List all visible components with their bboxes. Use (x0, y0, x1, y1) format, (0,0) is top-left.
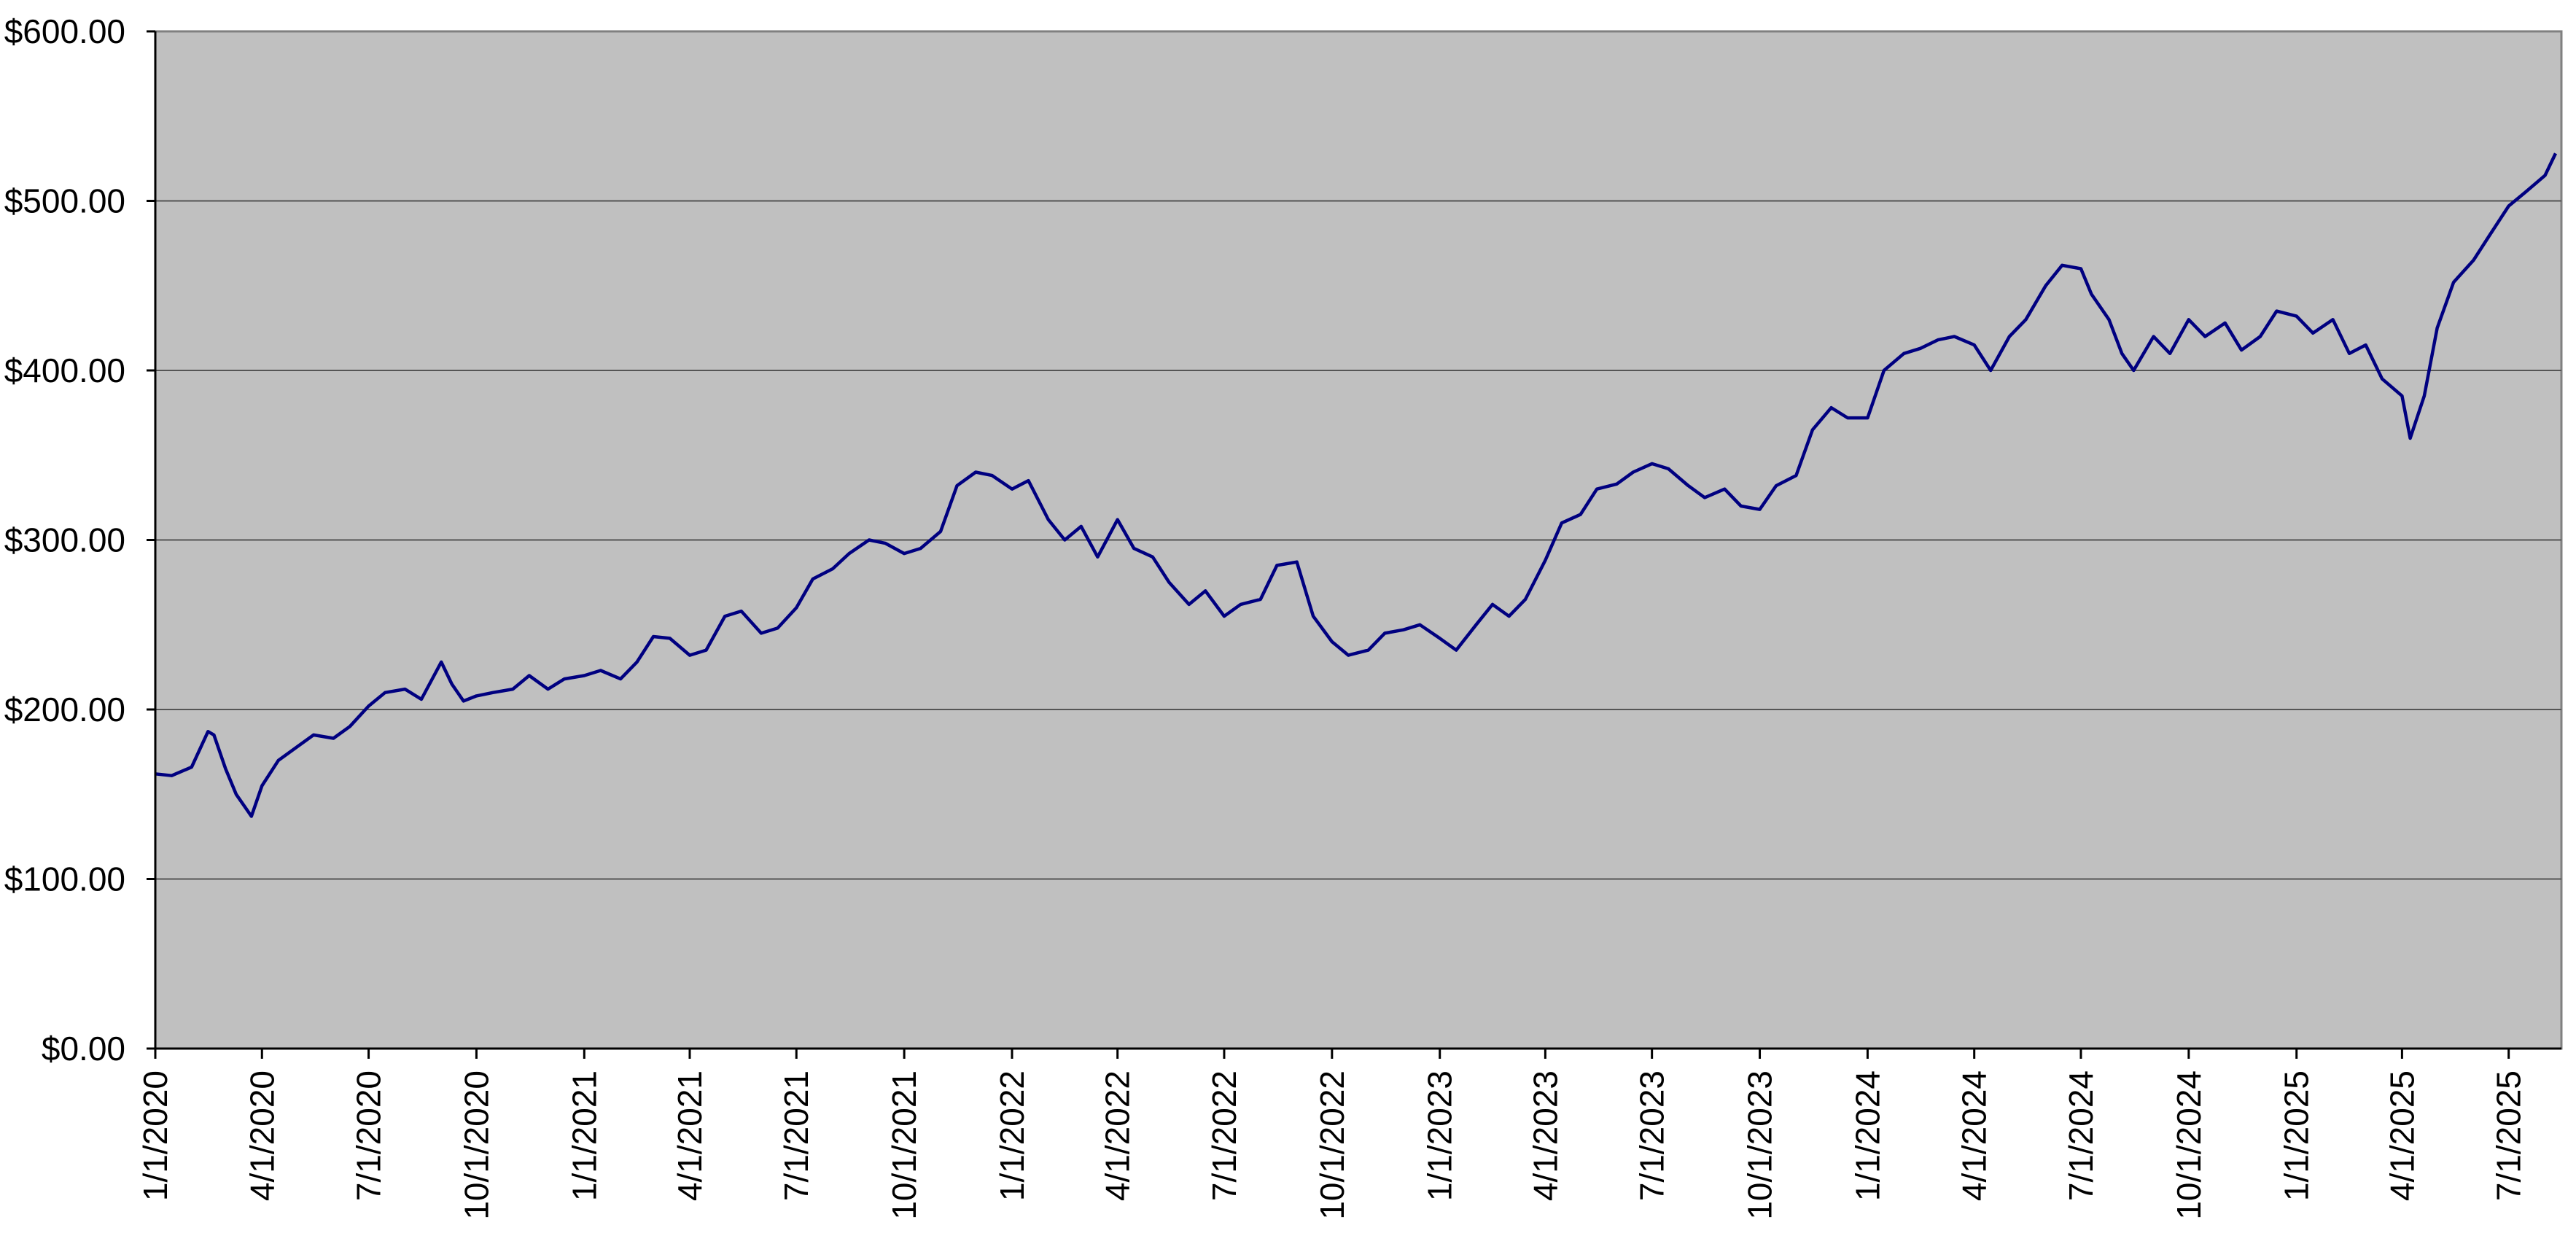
x-tick-label: 7/1/2021 (777, 1070, 815, 1201)
y-tick-label: $0.00 (42, 1030, 125, 1068)
x-tick-label: 10/1/2021 (885, 1070, 923, 1220)
x-tick-label: 10/1/2022 (1313, 1070, 1351, 1220)
x-tick-label: 4/1/2020 (243, 1070, 281, 1201)
x-tick-label: 10/1/2020 (457, 1070, 495, 1220)
gridlines (155, 200, 2561, 880)
series-layer (155, 152, 2558, 818)
x-tick-label: 4/1/2024 (1956, 1070, 1993, 1201)
x-tick-label: 7/1/2025 (2490, 1070, 2528, 1201)
x-tick-label: 7/1/2022 (1205, 1070, 1243, 1201)
y-tick-label: $300.00 (4, 521, 125, 559)
y-tick-labels: $0.00 $100.00 $200.00 $300.00 $400.00 $500.00… (4, 12, 125, 1068)
x-tick-label: 1/1/2025 (2278, 1070, 2316, 1201)
x-tick-label: 1/1/2020 (136, 1070, 174, 1201)
x-tick-label: 7/1/2024 (2062, 1070, 2100, 1201)
x-tick-label: 1/1/2024 (1848, 1070, 1886, 1201)
x-tick-label: 7/1/2023 (1633, 1070, 1671, 1201)
x-tick-label: 4/1/2023 (1526, 1070, 1564, 1201)
y-tick-label: $100.00 (4, 860, 125, 898)
x-tick-label: 10/1/2023 (1741, 1070, 1779, 1220)
y-tick-label: $600.00 (4, 12, 125, 50)
x-tick-label: 4/1/2022 (1099, 1070, 1137, 1201)
x-tick-label: 4/1/2025 (2383, 1070, 2421, 1201)
x-tick-label: 4/1/2021 (671, 1070, 709, 1201)
y-tick-label: $200.00 (4, 691, 125, 728)
x-tick-label: 10/1/2024 (2170, 1070, 2208, 1220)
x-tick-label: 7/1/2020 (350, 1070, 388, 1201)
price-series-line (155, 152, 2558, 818)
x-tick-label: 1/1/2023 (1421, 1070, 1459, 1201)
axes (147, 30, 2561, 1059)
x-tick-label: 1/1/2022 (993, 1070, 1031, 1201)
x-tick-label: 1/1/2021 (565, 1070, 603, 1201)
y-tick-label: $500.00 (4, 182, 125, 220)
y-tick-label: $400.00 (4, 351, 125, 389)
x-tick-labels: 1/1/2020 4/1/2020 7/1/2020 10/1/2020 1/1/202… (136, 1070, 2528, 1220)
